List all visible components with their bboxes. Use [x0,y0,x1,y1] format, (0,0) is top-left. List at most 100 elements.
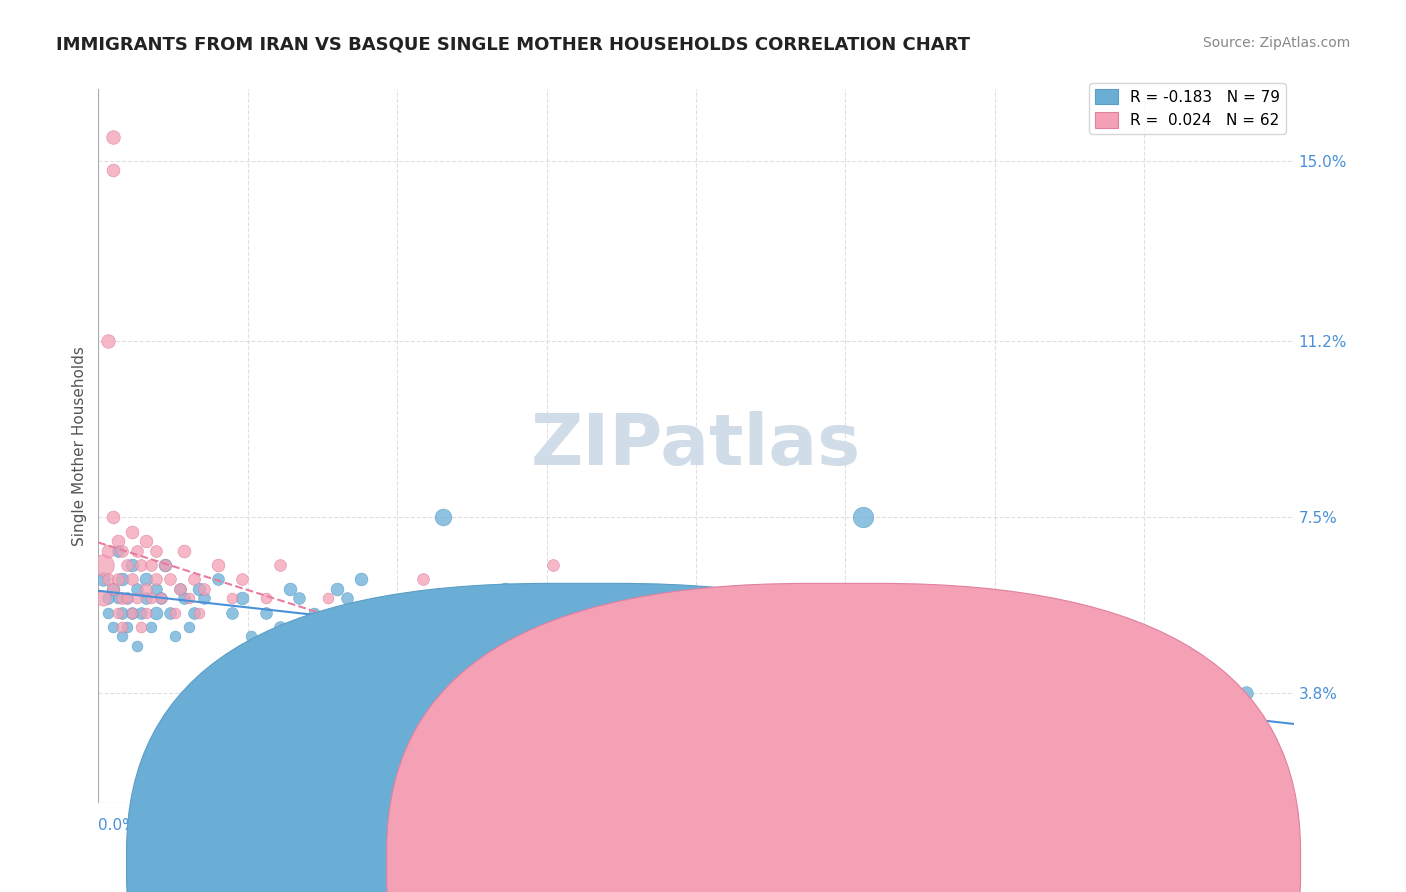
Point [111,543,134,558]
Point [155,558,177,572]
Point [101,582,124,596]
Point [135,534,157,549]
Point [135,582,157,596]
Point [107,572,129,586]
Point [91,558,114,572]
Point [565,606,588,620]
Point [398,639,420,653]
Point [316,620,339,634]
Text: IMMIGRANTS FROM IRAN VS BASQUE SINGLE MOTHER HOUSEHOLDS CORRELATION CHART: IMMIGRANTS FROM IRAN VS BASQUE SINGLE MO… [56,36,970,54]
Point [179,591,201,606]
Point [422,591,444,606]
Point [517,591,540,606]
Point [139,620,162,634]
Point [517,620,540,634]
Point [135,572,157,586]
Point [193,582,215,596]
Point [302,606,325,620]
Text: ZIPatlas: ZIPatlas [531,411,860,481]
Point [155,558,177,572]
Point [207,572,229,586]
Point [159,606,181,620]
Point [685,677,707,691]
Point [131,558,153,572]
Point [111,572,134,586]
Point [364,639,387,653]
Point [173,543,195,558]
Point [412,653,434,667]
Point [541,629,564,643]
Point [900,686,922,700]
Point [121,524,143,539]
Point [111,629,134,643]
Point [231,591,253,606]
Point [470,606,492,620]
Point [101,163,124,178]
Point [145,543,167,558]
Point [163,629,186,643]
Point [91,591,114,606]
Point [91,572,114,586]
Point [231,572,253,586]
Point [187,582,209,596]
Point [326,606,349,620]
Point [121,558,143,572]
Point [107,591,129,606]
Point [364,606,387,620]
Point [97,572,120,586]
Point [207,558,229,572]
Point [374,734,396,748]
Text: Immigrants from Iran: Immigrants from Iran [626,856,789,871]
Point [278,700,301,714]
Point [173,591,195,606]
Point [876,677,898,691]
Point [183,606,205,620]
Point [163,606,186,620]
Point [446,667,468,681]
Point [131,606,153,620]
Point [121,606,143,620]
Point [374,629,396,643]
Point [169,582,191,596]
Point [948,734,970,748]
Point [508,591,530,606]
Point [149,591,172,606]
Point [125,543,148,558]
Point [661,606,683,620]
Point [125,582,148,596]
Point [756,639,779,653]
Point [159,572,181,586]
Point [135,606,157,620]
Point [125,591,148,606]
Point [183,572,205,586]
Point [115,620,138,634]
Point [350,572,373,586]
Point [1234,686,1257,700]
Point [637,653,659,667]
Point [131,620,153,634]
Point [470,620,492,634]
Point [107,543,129,558]
Point [135,591,157,606]
Point [111,591,134,606]
Point [121,606,143,620]
Point [240,629,263,643]
Text: 0.0%: 0.0% [98,818,138,832]
Point [179,620,201,634]
Point [221,606,243,620]
Point [97,334,120,349]
Point [97,591,120,606]
Point [139,558,162,572]
Point [613,686,636,700]
Point [115,558,138,572]
Point [589,639,612,653]
Point [101,582,124,596]
Point [254,606,277,620]
Point [254,591,277,606]
Point [145,582,167,596]
Point [125,639,148,653]
Point [804,686,827,700]
Point [1139,714,1161,729]
Point [398,653,420,667]
Point [460,639,482,653]
